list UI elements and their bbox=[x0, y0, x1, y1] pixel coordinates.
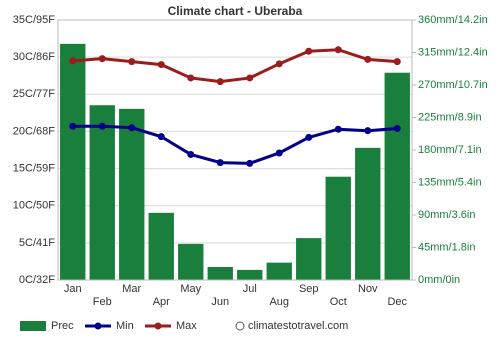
bar bbox=[266, 262, 292, 280]
y-tick-label: 10C/50F bbox=[13, 200, 55, 212]
x-tick-label: Dec bbox=[387, 296, 407, 308]
point bbox=[305, 133, 313, 141]
point bbox=[305, 47, 313, 55]
line bbox=[72, 124, 398, 165]
bar bbox=[119, 108, 145, 280]
point bbox=[246, 159, 254, 167]
x-tick-label: Jun bbox=[211, 296, 229, 308]
x-tick-label: Mar bbox=[122, 283, 141, 295]
point bbox=[216, 159, 224, 167]
point bbox=[157, 133, 165, 141]
bar bbox=[178, 243, 204, 280]
y-tick-label: 25C/77F bbox=[13, 88, 55, 100]
point bbox=[157, 61, 165, 69]
y2-tick-label: 315mm/12.4in bbox=[418, 46, 488, 58]
y2-tick-label: 135mm/5.4in bbox=[418, 176, 482, 188]
y-tick-label: 35C/95F bbox=[13, 14, 55, 26]
bar bbox=[60, 43, 86, 281]
x-tick-label: Oct bbox=[330, 296, 347, 308]
legend-swatch bbox=[20, 321, 46, 331]
source: climatestotravel.com bbox=[248, 320, 348, 332]
point bbox=[216, 78, 224, 86]
y2-tick-label: 225mm/8.9in bbox=[418, 111, 482, 123]
point bbox=[275, 149, 283, 157]
point bbox=[393, 124, 401, 132]
y-tick-label: 15C/59F bbox=[13, 162, 55, 174]
bar bbox=[325, 176, 351, 280]
bar bbox=[89, 105, 115, 280]
bar bbox=[296, 238, 322, 280]
x-tick-label: Feb bbox=[93, 296, 112, 308]
legend-swatch bbox=[94, 322, 102, 330]
x-tick-label: Sep bbox=[299, 283, 319, 295]
bar bbox=[384, 72, 410, 280]
point bbox=[334, 46, 342, 54]
y2-tick-label: 0mm/0in bbox=[418, 274, 460, 286]
bar bbox=[237, 269, 263, 280]
y-tick-label: 5C/41F bbox=[19, 237, 55, 249]
y2-tick-label: 270mm/10.7in bbox=[418, 79, 488, 91]
point bbox=[275, 60, 283, 68]
point bbox=[69, 122, 77, 130]
point bbox=[128, 58, 136, 66]
y2-tick-label: 180mm/7.1in bbox=[418, 144, 482, 156]
legend-label: Min bbox=[116, 320, 134, 332]
legend-label: Max bbox=[176, 320, 197, 332]
point bbox=[334, 125, 342, 133]
y-tick-label: 20C/68F bbox=[13, 125, 55, 137]
y2-tick-label: 360mm/14.2in bbox=[418, 14, 488, 26]
y-tick-label: 30C/86F bbox=[13, 51, 55, 63]
point bbox=[128, 124, 136, 132]
y-tick-label: 0C/32F bbox=[19, 274, 55, 286]
point bbox=[187, 74, 195, 82]
point bbox=[393, 58, 401, 66]
bar bbox=[355, 147, 381, 280]
point bbox=[98, 55, 106, 63]
chart-title: Climate chart - Uberaba bbox=[168, 4, 303, 18]
x-tick-label: May bbox=[180, 283, 201, 295]
y2-tick-label: 45mm/1.8in bbox=[418, 241, 475, 253]
x-tick-label: Jan bbox=[64, 283, 82, 295]
legend-label: Prec bbox=[51, 320, 74, 332]
x-tick-label: Apr bbox=[153, 296, 170, 308]
x-tick-label: Nov bbox=[358, 283, 378, 295]
point bbox=[187, 150, 195, 158]
bar bbox=[148, 212, 174, 280]
y2-tick-label: 90mm/3.6in bbox=[418, 209, 475, 221]
x-tick-label: Jul bbox=[243, 283, 257, 295]
line bbox=[72, 48, 398, 84]
point bbox=[364, 55, 372, 63]
x-tick-label: Aug bbox=[269, 296, 289, 308]
bar bbox=[207, 267, 233, 280]
point bbox=[364, 127, 372, 135]
source-icon bbox=[235, 321, 245, 331]
point bbox=[246, 74, 254, 82]
legend-swatch bbox=[154, 322, 162, 330]
point bbox=[98, 122, 106, 130]
point bbox=[69, 57, 77, 65]
